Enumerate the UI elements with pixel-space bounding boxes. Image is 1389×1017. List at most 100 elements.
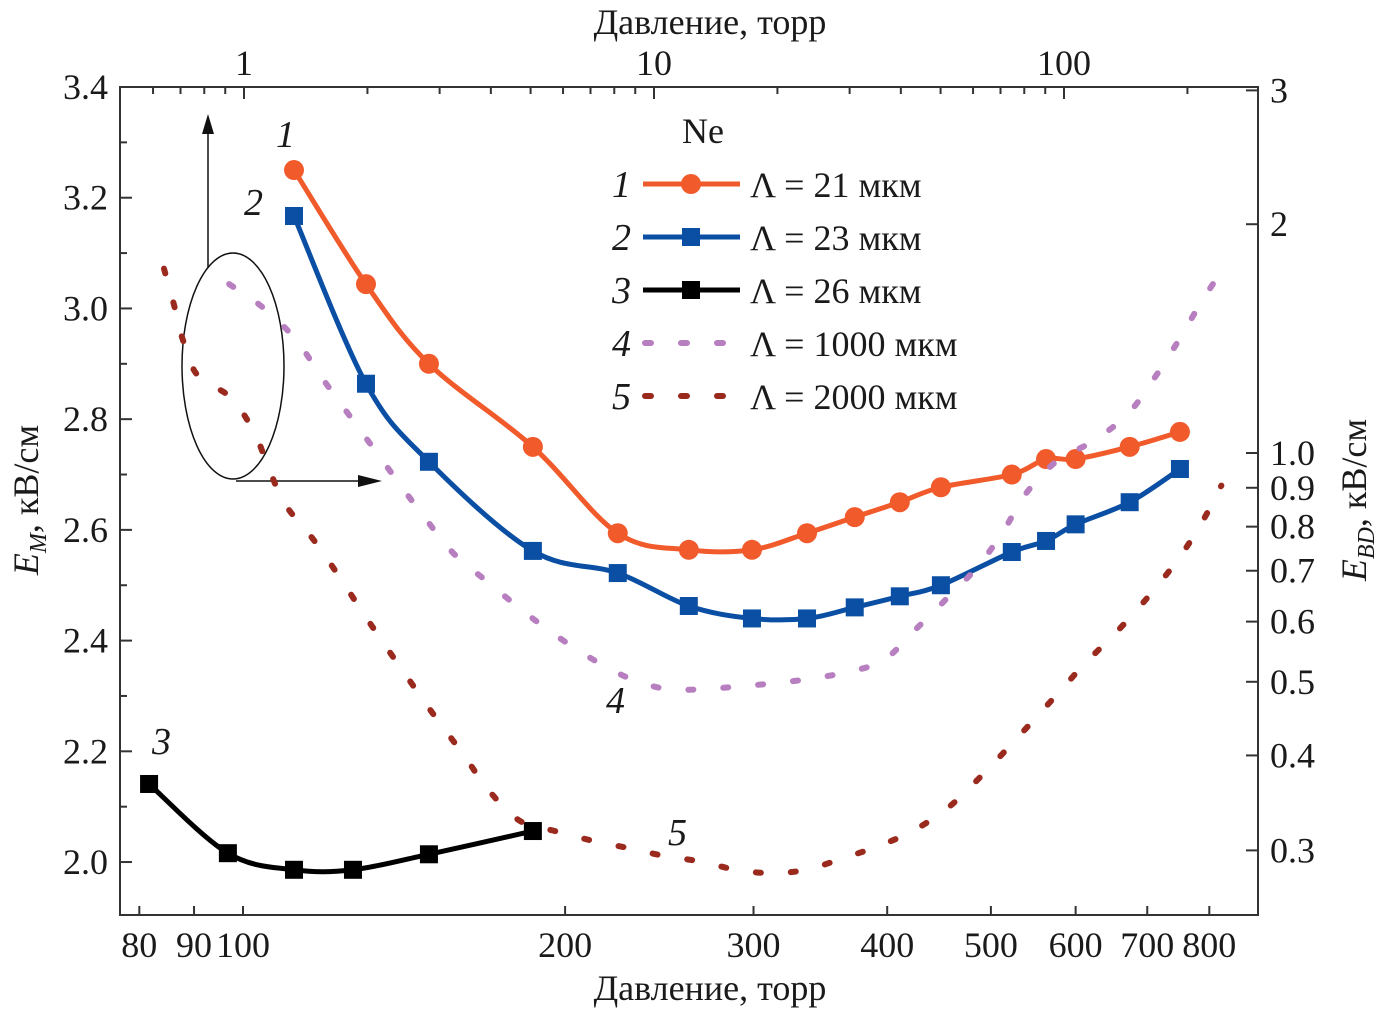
legend-number: 2: [612, 217, 631, 259]
series-3: [140, 774, 542, 879]
data-point-square: [218, 844, 237, 863]
data-point-circle: [1001, 464, 1022, 485]
data-point-circle: [355, 274, 376, 295]
data-point-circle: [522, 436, 543, 457]
bottom-tick-label: 300: [727, 925, 781, 965]
axis-indicator-ellipse: [181, 252, 285, 480]
left-axis-title-unit: , кВ/см: [6, 425, 46, 533]
right-axis-title: EBD, кВ/см: [1334, 419, 1380, 582]
curve-label-2: 2: [244, 182, 263, 224]
left-tick-label: 2.0: [63, 842, 108, 882]
left-axis-title-main: E: [6, 553, 46, 576]
top-axis-title: Давление, торр: [594, 2, 827, 42]
series-4-dotted-line: [226, 265, 1226, 693]
data-point-circle: [607, 523, 628, 544]
legend-label: Λ = 23 мкм: [750, 218, 922, 258]
data-point-square: [1037, 531, 1056, 550]
right-tick-label: 0.7: [1270, 551, 1315, 591]
data-point-square: [1170, 459, 1189, 478]
data-point-square: [679, 597, 698, 615]
data-point-square: [523, 541, 542, 560]
right-arrow-icon: [358, 475, 382, 487]
legend-row-3: 3 Λ = 26 мкм: [611, 270, 922, 312]
data-point-circle: [678, 539, 699, 560]
bottom-tick-label: 200: [538, 925, 592, 965]
data-point-square: [419, 845, 438, 864]
data-point-square: [845, 598, 864, 617]
legend-marker-square: [682, 228, 700, 246]
right-axis-title-unit: , кВ/см: [1334, 419, 1374, 527]
data-point-square: [608, 564, 627, 583]
data-point-circle: [797, 523, 818, 544]
bottom-tick-label: 600: [1049, 925, 1103, 965]
right-axis-title-sub: BD: [1354, 527, 1380, 559]
legend-number: 1: [612, 164, 631, 206]
right-tick-label: 0.4: [1270, 735, 1315, 775]
data-point-square: [1002, 543, 1021, 562]
bottom-tick-label: 90: [176, 925, 212, 965]
data-point-square: [523, 822, 542, 841]
series-layer: [140, 160, 1226, 879]
bottom-tick-label: 400: [860, 925, 914, 965]
series-3-line: [147, 782, 534, 875]
right-tick-label: 2: [1270, 204, 1288, 244]
legend-label: Λ = 21 мкм: [750, 165, 922, 205]
data-point-square: [140, 774, 159, 793]
data-point-square: [419, 452, 438, 471]
legend-row-1: 1 Λ = 21 мкм: [612, 164, 922, 206]
axis-ticks: [120, 86, 1258, 915]
data-point-circle: [418, 353, 439, 374]
left-tick-label: 2.4: [63, 621, 108, 661]
legend-marker-circle: [681, 174, 701, 194]
up-arrow-icon: [202, 114, 214, 134]
data-point-circle: [284, 160, 305, 181]
plot-frame: [119, 86, 1259, 916]
data-point-circle: [889, 492, 910, 513]
data-point-square: [356, 374, 375, 393]
left-tick-label: 3.4: [63, 67, 108, 107]
data-point-square: [285, 206, 304, 225]
legend-label: Λ = 1000 мкм: [750, 324, 958, 364]
data-point-circle: [741, 539, 762, 560]
legend-label: Λ = 2000 мкм: [750, 377, 958, 417]
top-tick-label: 100: [1037, 43, 1091, 83]
left-tick-label: 3.2: [63, 178, 108, 218]
data-point-circle: [844, 507, 865, 528]
curve-label-3: 3: [151, 721, 171, 763]
right-tick-label: 0.3: [1270, 830, 1315, 870]
top-tick-label: 1: [235, 43, 253, 83]
bottom-tick-label: 500: [964, 925, 1018, 965]
curve-label-5: 5: [668, 812, 687, 854]
legend-number: 5: [612, 376, 631, 418]
legend-label: Λ = 26 мкм: [750, 271, 922, 311]
legend-marker-square: [682, 281, 700, 299]
data-point-circle: [1169, 421, 1190, 442]
right-tick-label: 0.6: [1270, 602, 1315, 642]
left-axis-title: EM, кВ/см: [6, 425, 52, 576]
legend-title: Ne: [682, 111, 724, 151]
legend-row-4: 4 Λ = 1000 мкм: [612, 323, 958, 365]
series-5-dotted-line: [160, 265, 1225, 877]
left-tick-label: 3.0: [63, 288, 108, 328]
left-tick-label: 2.8: [63, 399, 108, 439]
series-2-line: [291, 215, 1182, 623]
right-tick-label: 3: [1270, 70, 1288, 110]
right-tick-label: 0.5: [1270, 662, 1315, 702]
bottom-tick-label: 80: [121, 925, 157, 965]
left-tick-label: 2.6: [63, 510, 108, 550]
data-point-circle: [930, 477, 951, 498]
bottom-tick-label: 700: [1120, 925, 1174, 965]
bottom-tick-label: 800: [1182, 925, 1236, 965]
data-point-circle: [1119, 436, 1140, 457]
legend-row-2: 2 Λ = 23 мкм: [612, 217, 922, 259]
data-point-square: [1120, 493, 1139, 512]
bottom-axis-title: Давление, торр: [594, 968, 827, 1008]
curve-label-4: 4: [606, 680, 625, 722]
series-4: [226, 265, 1226, 693]
top-tick-label: 10: [636, 43, 672, 83]
legend: Ne 1 Λ = 21 мкм 2 Λ = 23 мкм 3 Λ = 26 мкм 4 Λ =…: [611, 111, 958, 418]
data-point-square: [798, 609, 817, 628]
legend-row-5: 5 Λ = 2000 мкм: [612, 376, 958, 418]
